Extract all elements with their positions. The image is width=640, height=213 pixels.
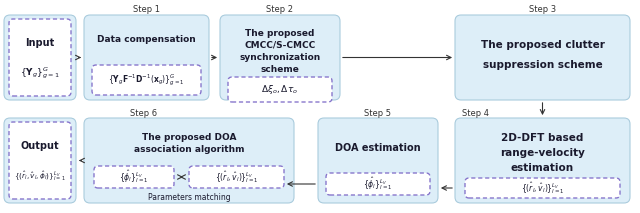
FancyBboxPatch shape [84, 118, 294, 203]
Text: Step 1: Step 1 [133, 6, 160, 14]
FancyBboxPatch shape [9, 122, 71, 199]
FancyBboxPatch shape [189, 166, 284, 188]
Text: suppression scheme: suppression scheme [483, 60, 602, 70]
FancyBboxPatch shape [228, 77, 332, 102]
Text: Step 4: Step 4 [461, 108, 488, 118]
Text: Step 5: Step 5 [365, 108, 392, 118]
Text: $\{\mathbf{Y}_g\}_{g=1}^G$: $\{\mathbf{Y}_g\}_{g=1}^G$ [20, 65, 60, 81]
Text: The proposed clutter: The proposed clutter [481, 40, 604, 50]
FancyBboxPatch shape [9, 19, 71, 96]
FancyBboxPatch shape [318, 118, 438, 203]
Text: estimation: estimation [511, 163, 574, 173]
Text: CMCC/S-CMCC: CMCC/S-CMCC [244, 40, 316, 49]
Text: Parameters matching: Parameters matching [148, 193, 230, 203]
FancyBboxPatch shape [455, 118, 630, 203]
Text: synchronization: synchronization [239, 52, 321, 62]
Text: $\{\mathbf{Y}_g\mathbf{F}^{-1}\mathbf{D}^{-1}(\mathbf{x}_g)\}_{g=1}^G$: $\{\mathbf{Y}_g\mathbf{F}^{-1}\mathbf{D}… [108, 72, 185, 88]
FancyBboxPatch shape [84, 15, 209, 100]
Text: 2D-DFT based: 2D-DFT based [501, 133, 584, 143]
Text: Step 2: Step 2 [266, 6, 294, 14]
FancyBboxPatch shape [4, 15, 76, 100]
Text: $\{(\hat{r}_l,\hat{v}_l,\hat{\phi}_l)\}_{l=1}^{L_V}$: $\{(\hat{r}_l,\hat{v}_l,\hat{\phi}_l)\}_… [14, 169, 66, 183]
Text: range-velocity: range-velocity [500, 148, 585, 158]
Text: $\Delta\xi_o,\Delta\tau_o$: $\Delta\xi_o,\Delta\tau_o$ [262, 83, 298, 96]
Text: $\{(\hat{r}_l,\hat{v}_l)\}_{l=1}^{L_V}$: $\{(\hat{r}_l,\hat{v}_l)\}_{l=1}^{L_V}$ [214, 169, 259, 185]
Text: association algorithm: association algorithm [134, 145, 244, 154]
Text: Step 3: Step 3 [529, 6, 556, 14]
FancyBboxPatch shape [220, 15, 340, 100]
Text: scheme: scheme [260, 65, 300, 73]
FancyBboxPatch shape [465, 178, 620, 198]
Text: $\{\hat{\phi}_l\}_{l=1}^{L_V}$: $\{\hat{\phi}_l\}_{l=1}^{L_V}$ [364, 176, 393, 193]
Text: Data compensation: Data compensation [97, 36, 196, 45]
Text: The proposed DOA: The proposed DOA [141, 134, 236, 142]
FancyBboxPatch shape [92, 65, 201, 95]
Text: $\{\hat{\phi}_l\}_{l=1}^{L_V}$: $\{\hat{\phi}_l\}_{l=1}^{L_V}$ [119, 168, 148, 186]
Text: The proposed: The proposed [245, 29, 315, 37]
FancyBboxPatch shape [4, 118, 76, 203]
Text: $\{(\hat{r}_l,\hat{v}_l)\}_{l=1}^{L_V}$: $\{(\hat{r}_l,\hat{v}_l)\}_{l=1}^{L_V}$ [520, 180, 564, 196]
Text: Output: Output [20, 141, 60, 151]
Text: Step 6: Step 6 [131, 108, 157, 118]
FancyBboxPatch shape [455, 15, 630, 100]
Text: DOA estimation: DOA estimation [335, 143, 421, 153]
Text: Input: Input [26, 38, 54, 48]
FancyBboxPatch shape [94, 166, 174, 188]
FancyBboxPatch shape [326, 173, 430, 195]
